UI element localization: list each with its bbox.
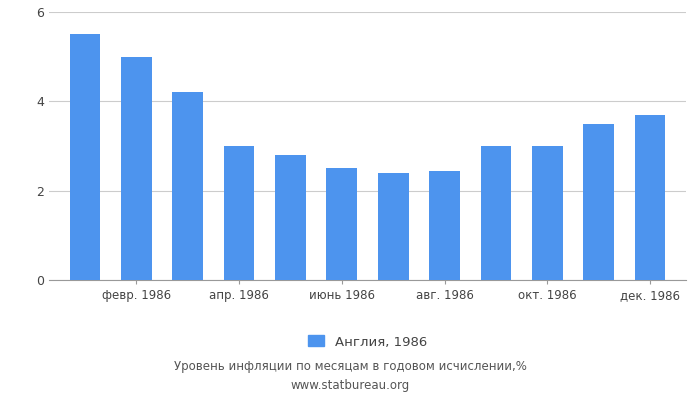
Bar [635,115,666,280]
Bar [532,146,563,280]
Bar [224,146,255,280]
Legend: Англия, 1986: Англия, 1986 [303,330,432,354]
Bar [429,170,460,280]
Bar [69,34,100,280]
Bar [172,92,203,280]
Bar [275,155,306,280]
Bar [480,146,511,280]
Text: www.statbureau.org: www.statbureau.org [290,379,410,392]
Bar [121,57,152,280]
Bar [326,168,357,280]
Bar [378,173,409,280]
Text: Уровень инфляции по месяцам в годовом исчислении,%: Уровень инфляции по месяцам в годовом ис… [174,360,526,373]
Bar [583,124,614,280]
